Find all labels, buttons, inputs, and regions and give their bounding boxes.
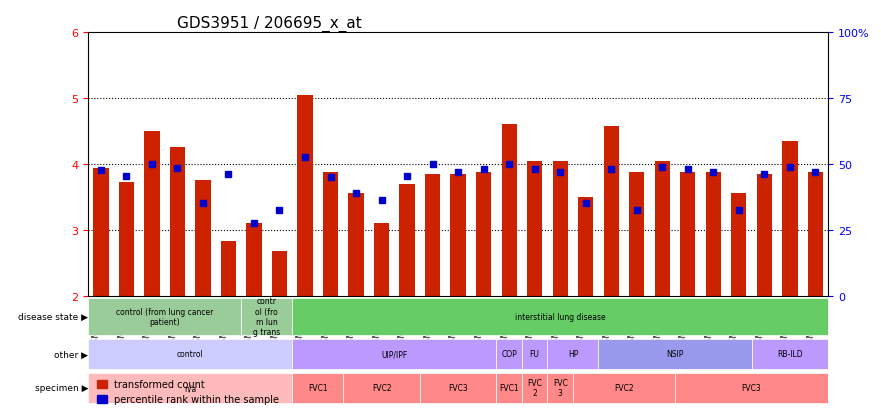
Text: interstitial lung disease: interstitial lung disease [515, 312, 605, 321]
FancyBboxPatch shape [292, 373, 344, 403]
FancyBboxPatch shape [522, 339, 547, 369]
FancyBboxPatch shape [496, 339, 522, 369]
Bar [425, 174, 440, 296]
Bar [247, 223, 262, 296]
Bar [450, 174, 466, 296]
FancyBboxPatch shape [522, 373, 547, 403]
Text: control (from lung cancer
patient): control (from lung cancer patient) [116, 307, 213, 326]
Text: FVC3: FVC3 [742, 383, 761, 392]
Bar [144, 132, 159, 296]
Bar [655, 161, 670, 296]
Text: other ▶: other ▶ [54, 349, 88, 358]
Text: FVC1: FVC1 [308, 383, 328, 392]
Text: FVC
2: FVC 2 [527, 378, 542, 398]
FancyBboxPatch shape [420, 373, 496, 403]
Text: RB-ILD: RB-ILD [777, 349, 803, 358]
Bar [272, 251, 287, 296]
Text: FVC1: FVC1 [500, 383, 519, 392]
Text: UIP/IPF: UIP/IPF [381, 349, 407, 358]
Bar [298, 95, 313, 296]
Text: HP: HP [567, 349, 578, 358]
Legend: transformed count, percentile rank within the sample: transformed count, percentile rank withi… [93, 375, 283, 408]
Bar [119, 182, 134, 296]
Bar [527, 161, 543, 296]
FancyBboxPatch shape [292, 339, 496, 369]
Text: FVC2: FVC2 [614, 383, 633, 392]
Text: FVC
3: FVC 3 [552, 378, 567, 398]
FancyBboxPatch shape [88, 373, 292, 403]
Bar [680, 172, 695, 296]
FancyBboxPatch shape [292, 298, 828, 335]
FancyBboxPatch shape [88, 339, 292, 369]
Bar [757, 174, 772, 296]
Bar [399, 184, 415, 296]
Bar [731, 194, 746, 296]
FancyBboxPatch shape [598, 339, 751, 369]
FancyBboxPatch shape [88, 298, 241, 335]
Bar [808, 172, 823, 296]
Bar [629, 172, 644, 296]
Bar [501, 125, 517, 296]
Bar [603, 126, 618, 296]
FancyBboxPatch shape [496, 373, 522, 403]
Text: contr
ol (fro
m lun
g trans: contr ol (fro m lun g trans [253, 297, 280, 337]
Text: COP: COP [501, 349, 517, 358]
Text: GDS3951 / 206695_x_at: GDS3951 / 206695_x_at [177, 16, 362, 32]
Bar [348, 194, 364, 296]
Text: FU: FU [529, 349, 540, 358]
Bar [476, 172, 492, 296]
Text: FVC3: FVC3 [448, 383, 468, 392]
FancyBboxPatch shape [547, 373, 573, 403]
FancyBboxPatch shape [573, 373, 675, 403]
Bar [782, 142, 797, 296]
Bar [196, 181, 211, 296]
Bar [706, 172, 721, 296]
FancyBboxPatch shape [751, 339, 828, 369]
Text: n/a: n/a [184, 383, 196, 392]
Text: control: control [177, 349, 204, 358]
Bar [170, 148, 185, 296]
Bar [374, 223, 389, 296]
Bar [322, 172, 338, 296]
Text: disease state ▶: disease state ▶ [19, 312, 88, 321]
Text: FVC2: FVC2 [372, 383, 391, 392]
Bar [552, 161, 568, 296]
FancyBboxPatch shape [344, 373, 420, 403]
Bar [93, 169, 108, 296]
Bar [578, 197, 594, 296]
Bar [221, 241, 236, 296]
Text: specimen ▶: specimen ▶ [34, 383, 88, 392]
FancyBboxPatch shape [241, 298, 292, 335]
FancyBboxPatch shape [547, 339, 598, 369]
FancyBboxPatch shape [675, 373, 828, 403]
Text: NSIP: NSIP [666, 349, 684, 358]
